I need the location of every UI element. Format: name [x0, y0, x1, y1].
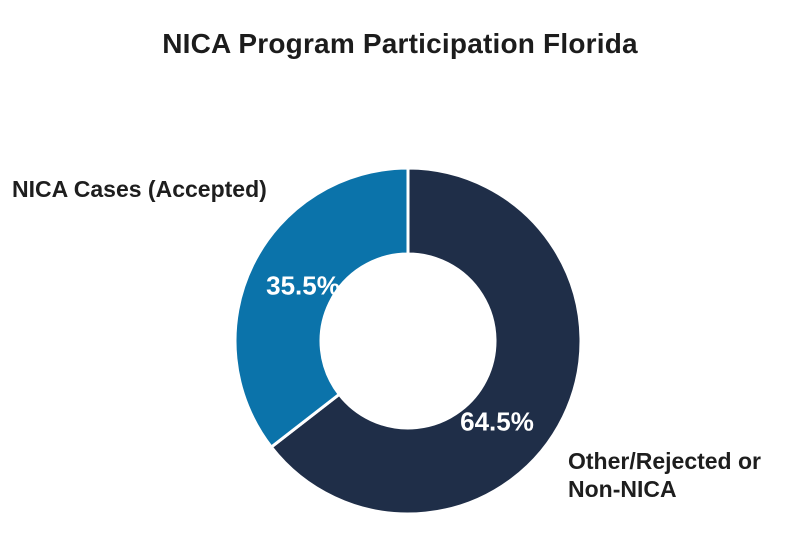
pie-slice-0 — [269, 166, 583, 516]
pct-label-nica-accepted: 35.5% — [266, 270, 340, 301]
pct-label-other-rejected: 64.5% — [460, 406, 534, 437]
slice-label-nica-accepted: NICA Cases (Accepted) — [12, 176, 267, 202]
slice-label-other-line2: Non-NICA — [568, 476, 677, 502]
slice-label-other-line1: Other/Rejected or — [568, 448, 761, 474]
pie-slice-1 — [233, 166, 410, 449]
slice-label-other-rejected: Other/Rejected or Non-NICA — [568, 447, 783, 503]
chart-title: NICA Program Participation Florida — [162, 28, 638, 59]
